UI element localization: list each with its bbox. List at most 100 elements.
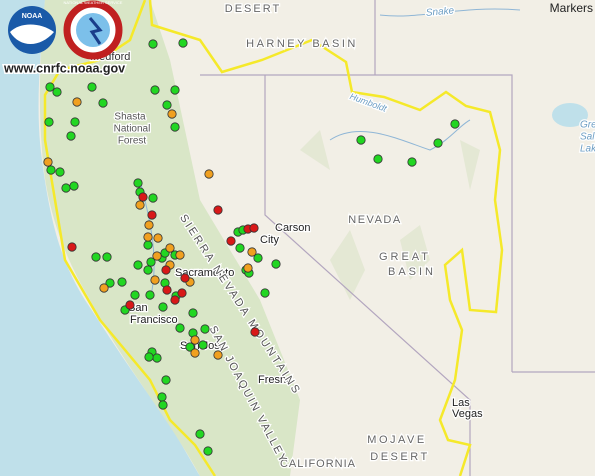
gauge-marker[interactable] xyxy=(55,167,65,177)
gauge-marker[interactable] xyxy=(249,223,259,233)
gauge-marker[interactable] xyxy=(271,259,281,269)
gauge-marker[interactable] xyxy=(213,350,223,360)
gauge-marker[interactable] xyxy=(162,100,172,110)
gauge-marker[interactable] xyxy=(170,295,180,305)
gauge-marker[interactable] xyxy=(144,220,154,230)
gauge-marker[interactable] xyxy=(144,352,154,362)
gauge-marker[interactable] xyxy=(204,169,214,179)
gauge-marker[interactable] xyxy=(67,242,77,252)
gauge-marker[interactable] xyxy=(175,323,185,333)
map-label: HARNEY BASIN xyxy=(246,38,358,50)
gauge-marker[interactable] xyxy=(260,288,270,298)
nws-bolt xyxy=(88,17,103,45)
gauge-marker[interactable] xyxy=(407,157,417,167)
map-label: Lake xyxy=(580,144,595,155)
gauge-marker[interactable] xyxy=(253,253,263,263)
site-url[interactable]: www.cnrfc.noaa.gov xyxy=(2,60,127,77)
river xyxy=(379,8,521,17)
gauge-marker[interactable] xyxy=(52,87,62,97)
gauge-marker[interactable] xyxy=(198,340,208,350)
nws-text: NATIONAL WEATHER SERVICE xyxy=(64,0,123,5)
gauge-marker[interactable] xyxy=(44,117,54,127)
gauge-marker[interactable] xyxy=(450,119,460,129)
gauge-marker[interactable] xyxy=(190,335,200,345)
gauge-marker[interactable] xyxy=(143,232,153,242)
gauge-marker[interactable] xyxy=(185,342,195,352)
gauge-marker[interactable] xyxy=(148,193,158,203)
gauge-marker[interactable] xyxy=(195,429,205,439)
gauge-marker[interactable] xyxy=(46,165,56,175)
markers-button[interactable]: Markers xyxy=(550,1,593,15)
gauge-marker[interactable] xyxy=(130,290,140,300)
gauge-marker[interactable] xyxy=(203,446,213,456)
gauge-marker[interactable] xyxy=(152,353,162,363)
gauge-marker[interactable] xyxy=(147,210,157,220)
gauge-marker[interactable] xyxy=(161,375,171,385)
gauge-marker[interactable] xyxy=(170,122,180,132)
gauge-marker[interactable] xyxy=(66,131,76,141)
gauge-marker[interactable] xyxy=(247,247,257,257)
gauge-marker[interactable] xyxy=(117,277,127,287)
gauge-marker[interactable] xyxy=(143,240,153,250)
gauge-marker[interactable] xyxy=(250,327,260,337)
gauge-marker[interactable] xyxy=(98,98,108,108)
gauge-marker[interactable] xyxy=(69,181,79,191)
forest xyxy=(39,0,301,476)
gauge-marker[interactable] xyxy=(188,308,198,318)
map-label: Snake xyxy=(425,5,455,18)
gauge-marker[interactable] xyxy=(45,82,55,92)
state-line xyxy=(264,75,471,476)
gauge-marker[interactable] xyxy=(145,290,155,300)
gauge-marker[interactable] xyxy=(72,97,82,107)
gauge-marker[interactable] xyxy=(373,154,383,164)
gauge-marker[interactable] xyxy=(125,300,135,310)
boundary xyxy=(43,0,217,476)
gauge-marker[interactable] xyxy=(146,257,156,267)
region-boundary xyxy=(43,0,504,476)
state-line xyxy=(200,74,513,372)
gauge-marker[interactable] xyxy=(162,285,172,295)
gauge-marker[interactable] xyxy=(153,233,163,243)
gauge-marker[interactable] xyxy=(180,273,190,283)
gauge-marker[interactable] xyxy=(87,82,97,92)
gauge-marker[interactable] xyxy=(175,250,185,260)
gauge-marker[interactable] xyxy=(200,324,210,334)
map-label: CALIFORNIA xyxy=(280,458,356,470)
gauge-marker[interactable] xyxy=(170,85,180,95)
gauge-marker[interactable] xyxy=(165,243,175,253)
city-label: Vegas xyxy=(452,408,483,420)
gauge-marker[interactable] xyxy=(167,109,177,119)
gauge-marker[interactable] xyxy=(235,243,245,253)
gauge-marker[interactable] xyxy=(433,138,443,148)
gauge-marker[interactable] xyxy=(150,275,160,285)
gauge-marker[interactable] xyxy=(150,85,160,95)
gauge-marker[interactable] xyxy=(158,400,168,410)
gauge-marker[interactable] xyxy=(143,265,153,275)
gauge-marker[interactable] xyxy=(243,263,253,273)
gauge-marker[interactable] xyxy=(133,260,143,270)
gauge-marker[interactable] xyxy=(158,302,168,312)
gauge-marker[interactable] xyxy=(190,348,200,358)
gauge-marker[interactable] xyxy=(157,392,167,402)
gauge-marker[interactable] xyxy=(99,283,109,293)
gauge-marker[interactable] xyxy=(213,205,223,215)
gauge-marker[interactable] xyxy=(102,252,112,262)
gauge-marker[interactable] xyxy=(178,38,188,48)
gauge-marker[interactable] xyxy=(43,157,53,167)
map-label: MOJAVE xyxy=(367,434,426,446)
lake xyxy=(552,103,588,127)
gauge-marker[interactable] xyxy=(226,236,236,246)
gauge-marker[interactable] xyxy=(161,265,171,275)
gauge-marker[interactable] xyxy=(356,135,366,145)
gauge-marker[interactable] xyxy=(148,39,158,49)
gauge-marker[interactable] xyxy=(138,192,148,202)
gauge-marker[interactable] xyxy=(135,200,145,210)
gauge-marker[interactable] xyxy=(105,278,115,288)
gauge-marker[interactable] xyxy=(133,178,143,188)
gauge-marker[interactable] xyxy=(70,117,80,127)
gauge-marker[interactable] xyxy=(61,183,71,193)
gauge-marker[interactable] xyxy=(177,288,187,298)
gauge-marker[interactable] xyxy=(91,252,101,262)
map-label: BASIN xyxy=(388,266,436,278)
gauge-marker[interactable] xyxy=(152,251,162,261)
